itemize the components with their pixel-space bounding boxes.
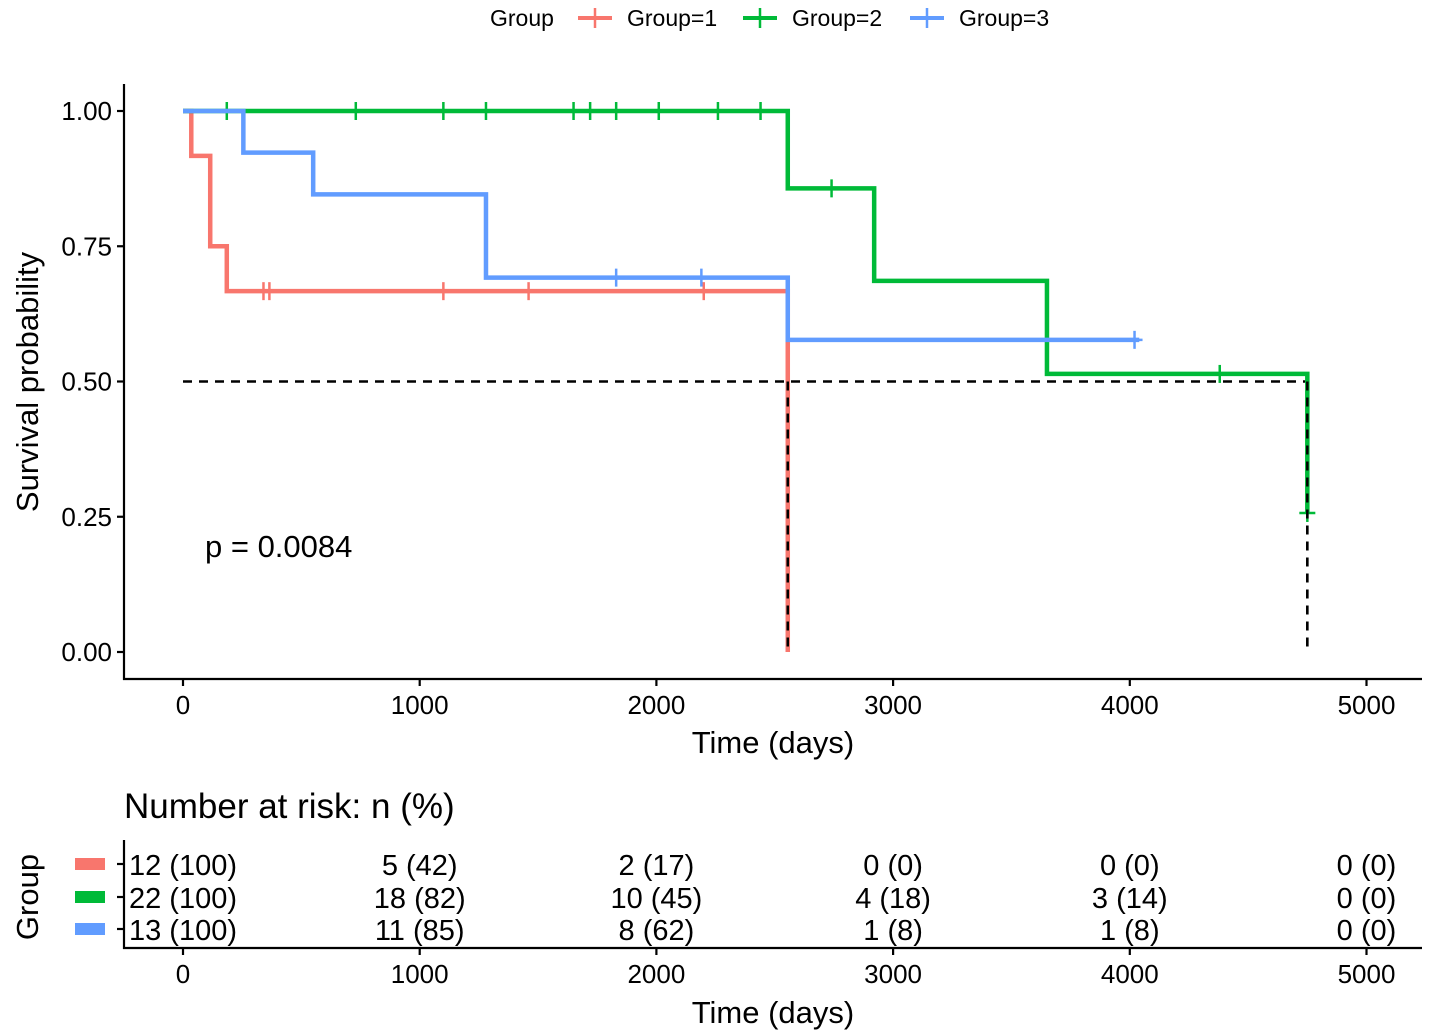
risk-x-tick-label: 4000 — [1101, 959, 1159, 989]
x-tick-label: 2000 — [627, 690, 685, 720]
risk-row-color-key — [75, 891, 105, 903]
risk-cell: 11 (85) — [375, 915, 465, 947]
x-axis-title: Time (days) — [692, 725, 854, 760]
y-tick-label: 0.25 — [61, 502, 112, 532]
risk-cell: 0 (0) — [1337, 915, 1397, 947]
risk-cell: 5 (42) — [382, 850, 458, 882]
risk-x-tick-label: 2000 — [627, 959, 685, 989]
risk-cell: 13 (100) — [129, 915, 237, 947]
y-tick-label: 0.50 — [61, 367, 112, 397]
y-tick-label: 0.75 — [61, 231, 112, 261]
x-tick-label: 4000 — [1101, 690, 1159, 720]
survival-plot: 0.00 0.25 0.50 0.75 1.00 Survival probability… — [10, 84, 1422, 760]
risk-cell: 4 (18) — [855, 883, 931, 915]
risk-x-tick-label: 3000 — [864, 959, 922, 989]
x-tick-label: 3000 — [864, 690, 922, 720]
legend-title: Group — [490, 5, 554, 31]
risk-cell: 12 (100) — [129, 850, 237, 882]
y-axis-title: Survival probability — [10, 251, 45, 512]
risk-cell: 2 (17) — [619, 850, 695, 882]
risk-table: Number at risk: n (%) Group 12 (100) 5 (42)… — [10, 787, 1422, 1030]
risk-x-axis-title: Time (days) — [692, 995, 854, 1030]
risk-cell: 0 (0) — [1337, 883, 1397, 915]
legend: Group Group=1 Group=2 Group=3 — [490, 5, 1049, 31]
x-tick-label: 1000 — [391, 690, 449, 720]
legend-label: Group=1 — [627, 5, 717, 31]
risk-cell: 8 (62) — [619, 915, 695, 947]
risk-x-tick-label: 1000 — [391, 959, 449, 989]
risk-cell: 18 (82) — [374, 883, 466, 915]
risk-cell: 0 (0) — [1337, 850, 1397, 882]
y-tick-label: 1.00 — [61, 96, 112, 126]
risk-x-tick-label: 5000 — [1338, 959, 1396, 989]
risk-y-axis-title: Group — [10, 854, 45, 940]
risk-cell: 0 (0) — [1100, 850, 1160, 882]
p-value-annotation: p = 0.0084 — [205, 529, 352, 564]
risk-row-color-key — [75, 923, 105, 935]
x-tick-label: 5000 — [1338, 690, 1396, 720]
x-tick-label: 0 — [176, 690, 190, 720]
risk-row-color-key — [75, 858, 105, 870]
y-tick-label: 0.00 — [61, 637, 112, 667]
risk-cell: 3 (14) — [1092, 883, 1168, 915]
risk-cell: 1 (8) — [1100, 915, 1160, 947]
risk-cell: 22 (100) — [129, 883, 237, 915]
risk-table-title: Number at risk: n (%) — [124, 787, 455, 826]
risk-x-tick-label: 0 — [176, 959, 190, 989]
survival-curve — [183, 108, 1310, 513]
legend-label: Group=2 — [792, 5, 882, 31]
legend-label: Group=3 — [959, 5, 1049, 31]
survival-curve — [183, 108, 1140, 343]
risk-cell: 0 (0) — [863, 850, 923, 882]
survival-curve — [183, 108, 791, 652]
risk-cell: 1 (8) — [863, 915, 923, 947]
risk-cell: 10 (45) — [610, 883, 702, 915]
